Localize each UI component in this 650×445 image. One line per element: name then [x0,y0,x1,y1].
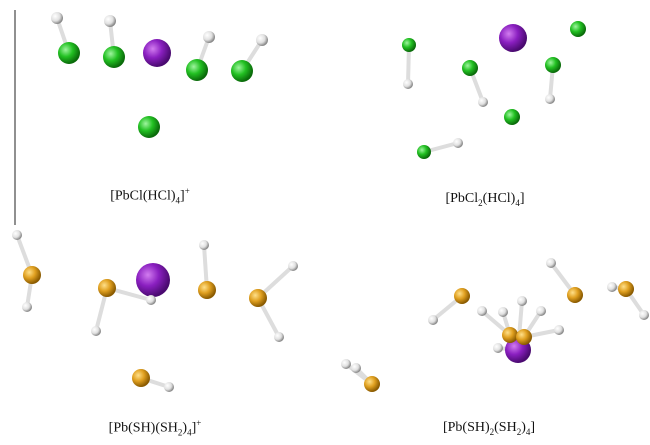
caption-text: [Pb(SH)(SH [109,421,178,436]
caption-text: (HCl) [483,191,516,206]
caption-text: ] [530,420,535,435]
caption-text: [PbCl [445,191,478,206]
caption: [Pb(SH)2(SH2)4] [443,420,535,437]
caption: [Pb(SH)(SH2)4]+ [109,418,202,437]
caption: [PbCl2(HCl)4] [445,191,524,208]
figure: [PbCl(HCl)4]+ [PbCl2(HCl)4] [Pb(SH)(SH2)… [0,0,650,445]
structure-1 [51,12,268,138]
caption-text: (SH [494,420,517,435]
structure-2 [402,21,586,159]
structures [0,0,650,445]
structure-4 [341,258,649,392]
caption-sup: + [185,186,190,196]
caption-text: ] [520,191,525,206]
caption: [PbCl(HCl)4]+ [110,186,190,205]
caption-text: [Pb(SH) [443,420,490,435]
caption-text: [PbCl(HCl) [110,189,175,204]
caption-sup: + [196,418,201,428]
structure-3 [12,230,298,392]
